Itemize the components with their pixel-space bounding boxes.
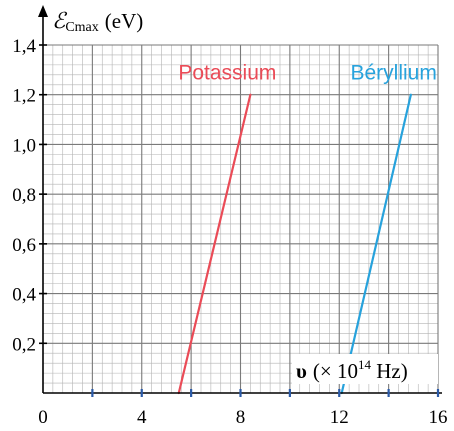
y-tick-label: 1,0 xyxy=(12,135,36,156)
y-axis-arrow xyxy=(38,5,48,17)
x-axis-suffix: Hz) xyxy=(371,359,408,383)
y-axis-unit: (eV) xyxy=(105,9,143,33)
x-axis-exponent: 14 xyxy=(358,357,372,372)
y-tick-label: 1,4 xyxy=(12,36,36,57)
y-tick-label: 1,2 xyxy=(12,86,36,107)
x-axis-title: υ (× 1014 Hz) xyxy=(296,357,408,383)
x-tick-label: 0 xyxy=(38,407,48,428)
x-axis-symbol: υ xyxy=(296,359,307,383)
y-tick-label: 0,8 xyxy=(12,185,36,206)
x-axis-prefix: (× 10 xyxy=(313,359,358,383)
series-line-potassium xyxy=(177,93,252,395)
series-label-beryllium: Béryllium xyxy=(350,62,436,85)
series-layer xyxy=(177,93,412,395)
ticks-layer xyxy=(39,44,440,397)
x-tick-label: 8 xyxy=(236,407,246,428)
x-tick-label: 4 xyxy=(137,407,147,428)
y-axis-symbol: ℰ xyxy=(52,8,68,33)
grid-minor xyxy=(43,45,438,393)
y-tick-label: 0,6 xyxy=(12,235,36,256)
x-axis-title-bg xyxy=(292,354,438,384)
axes-layer xyxy=(38,5,442,394)
y-tick-label: 0,2 xyxy=(12,334,36,355)
series-line-beryllium xyxy=(340,93,412,395)
x-tick-label: 16 xyxy=(429,407,448,428)
grid-major xyxy=(43,44,439,393)
y-axis-subscript: Cmax xyxy=(65,20,98,35)
y-axis-title: ℰCmax (eV) xyxy=(52,8,143,35)
x-tick-label: 12 xyxy=(330,407,349,428)
labels-layer: 0,2 0,4 0,6 0,8 1,0 1,2 1,4 0 4 8 12 16 Potassium Bér… xyxy=(12,36,447,428)
series-label-potassium: Potassium xyxy=(178,62,276,85)
y-tick-label: 0,4 xyxy=(12,285,36,306)
